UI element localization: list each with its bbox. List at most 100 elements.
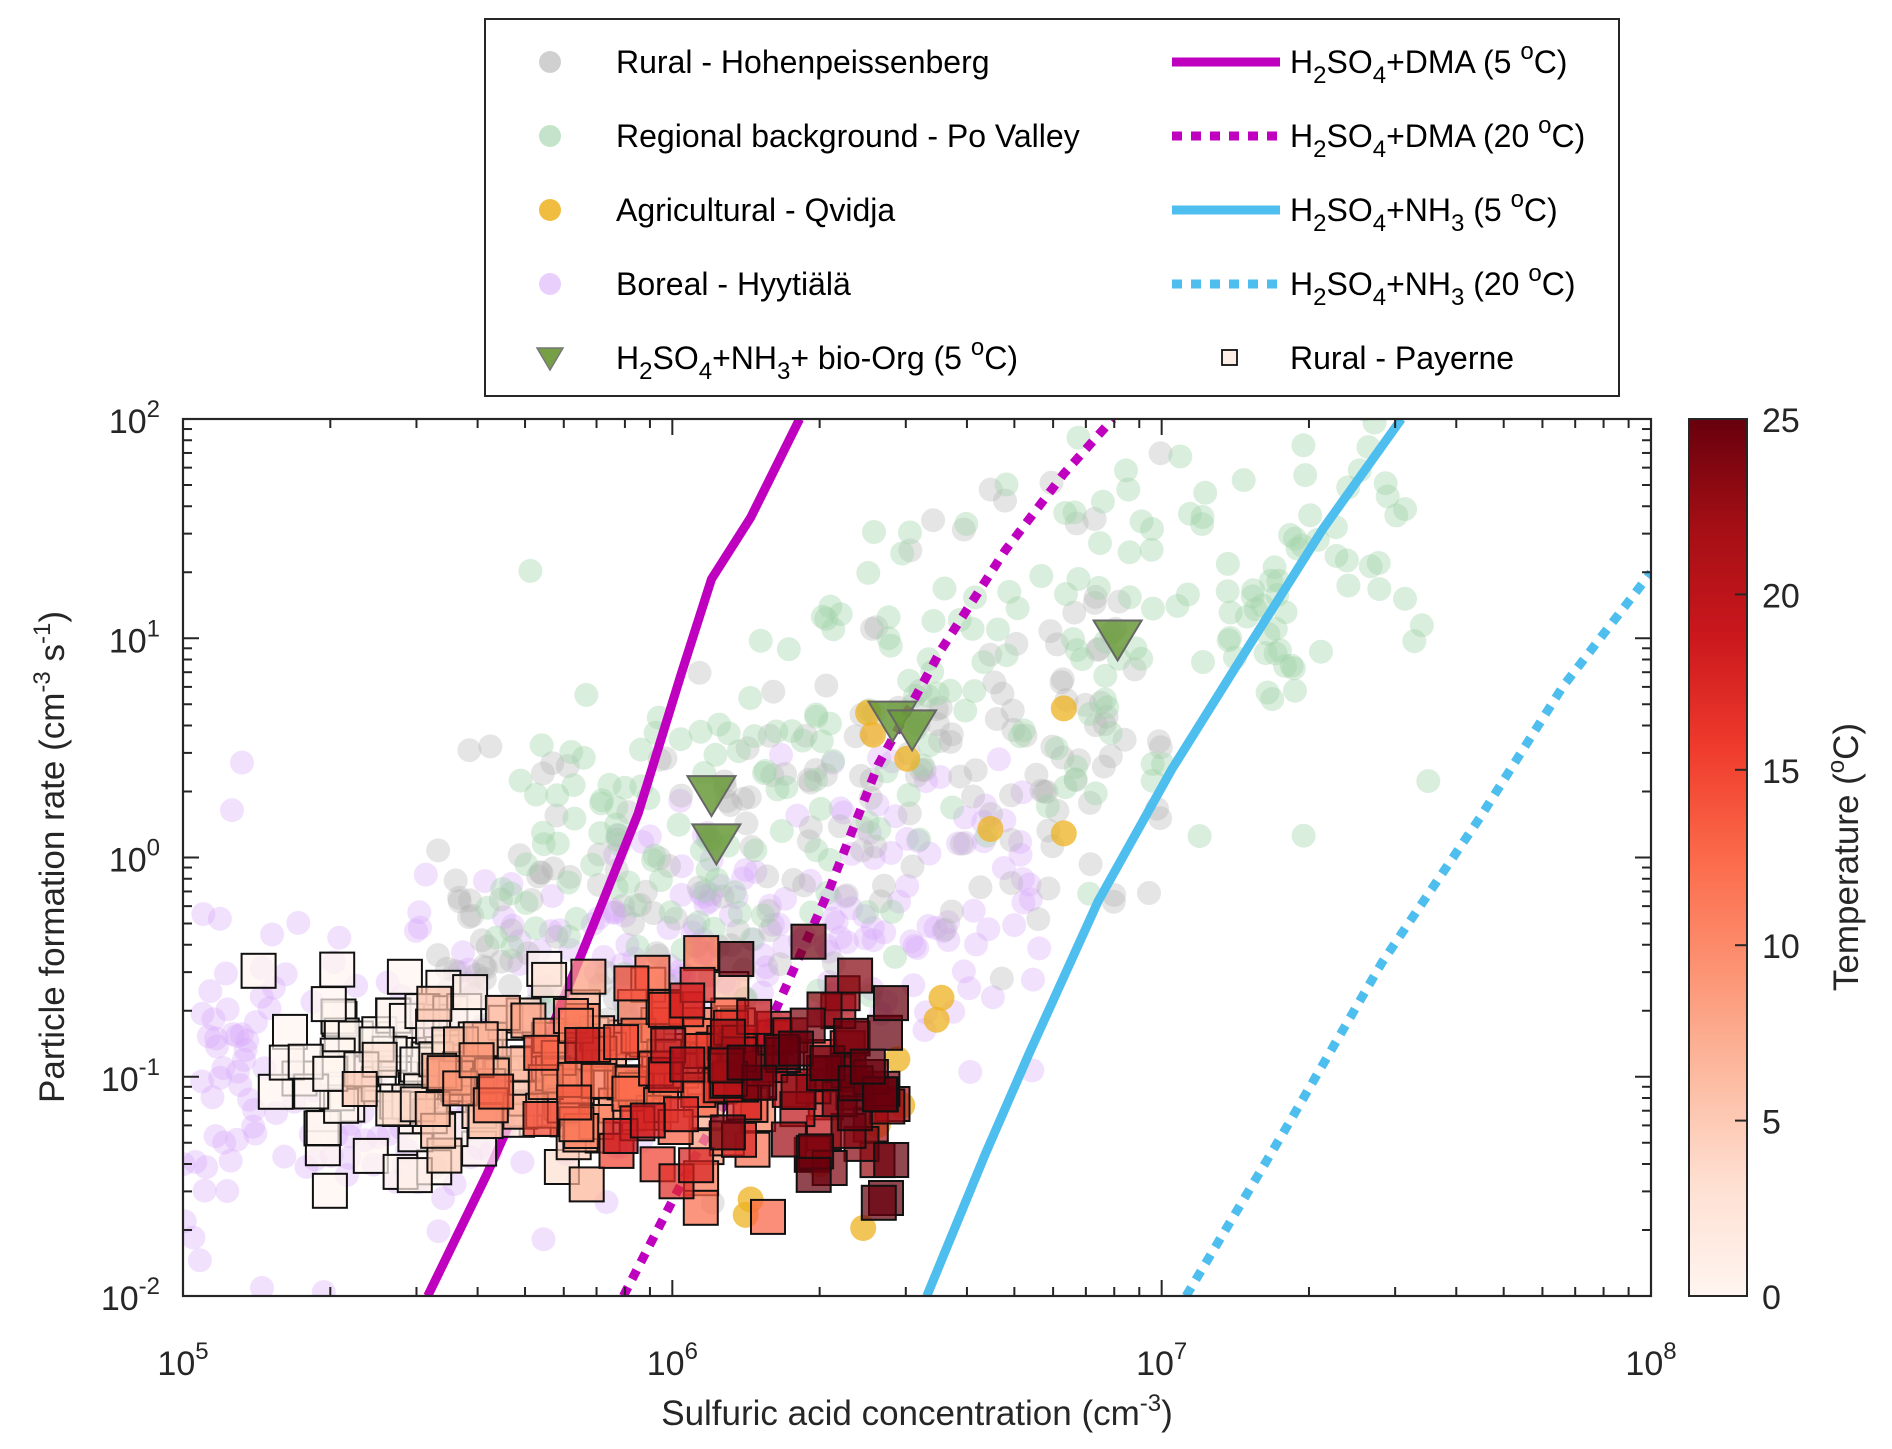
cloud-point-1: [834, 883, 859, 908]
cloud-point-1: [757, 723, 782, 748]
cloud-point-1: [849, 763, 873, 788]
cloud-point-0: [865, 792, 890, 817]
cloud-point-0: [220, 798, 244, 823]
cloud-point-0: [758, 893, 782, 918]
cloud-point-0: [1008, 842, 1033, 867]
cloud-point-1: [938, 729, 963, 754]
cloud-point-0: [860, 915, 885, 940]
cloud-point-1: [528, 860, 553, 885]
cloud-point-0: [899, 929, 924, 954]
bio-org-triangles: [685, 619, 1144, 867]
cloud-point-2: [1384, 503, 1409, 528]
cloud-point-2: [1139, 537, 1164, 562]
cloud-point-1: [897, 801, 922, 826]
cloud-point-1: [1073, 692, 1098, 717]
cloud-point-1: [488, 887, 513, 912]
cloud-point-2: [629, 737, 653, 762]
cloud-point-0: [507, 929, 532, 953]
cloud-point-0: [235, 1028, 260, 1053]
legend-marker-circle: [539, 125, 561, 147]
cloud-point-0: [198, 979, 223, 1004]
cloud-point-2: [1334, 548, 1359, 573]
cloud-point-1: [968, 875, 993, 900]
cloud-point-0: [207, 906, 232, 931]
cloud-point-0: [407, 900, 432, 925]
cloud-point-0: [601, 897, 626, 922]
cloud-point-1: [758, 918, 783, 943]
cloud-point-1: [457, 738, 482, 763]
cloud-point-0: [204, 1026, 229, 1051]
cloud-point-2: [531, 832, 556, 857]
cloud-point-1: [864, 615, 889, 640]
payerne-square: [310, 986, 347, 1023]
cloud-point-2: [559, 740, 584, 764]
cloud-point-2: [1293, 463, 1318, 488]
cloud-point-2: [1309, 639, 1333, 664]
cloud-point-1: [989, 966, 1014, 991]
cloud-point-0: [755, 963, 780, 988]
cloud-point-2: [769, 819, 794, 843]
cloud-point-2: [1324, 543, 1349, 568]
cloud-point-0: [192, 1178, 217, 1203]
cloud-point-2: [531, 820, 555, 845]
cloud-point-0: [1017, 872, 1042, 897]
cloud-point-0: [821, 906, 846, 931]
cloud-point-0: [751, 943, 775, 968]
legend-label: H2SO4+DMA (20 oC): [1290, 112, 1585, 163]
bio-org-triangle: [685, 775, 738, 819]
legend-marker-circle: [539, 273, 561, 295]
cloud-point-0: [225, 1024, 250, 1049]
cloud-point-1: [755, 864, 780, 889]
cloud-point-2: [1291, 433, 1316, 458]
cloud-point-2: [932, 576, 957, 601]
cloud-point-1: [718, 793, 743, 817]
x-tick-label: 107: [1136, 1338, 1187, 1383]
legend-label: H2SO4+NH3 (20 oC): [1290, 260, 1575, 311]
legend-label: H2SO4+NH3 (5 oC): [1290, 186, 1558, 237]
cloud-point-1: [1137, 881, 1161, 905]
cloud-point-0: [183, 1150, 208, 1174]
cloud-point-1: [610, 893, 635, 918]
y-tick-labels: 10-2 10-1 100 101 102: [101, 396, 160, 1318]
cloud-point-1: [540, 751, 565, 776]
cloud-point-0: [887, 889, 911, 914]
payerne-square: [341, 1071, 378, 1107]
cloud-point-1: [587, 842, 612, 867]
cloud-point-1: [900, 854, 925, 879]
cloud-point-0: [1027, 936, 1052, 961]
cloud-point-2: [1298, 503, 1323, 528]
cloud-point-2: [1088, 531, 1112, 556]
cloud-point-1: [1045, 798, 1070, 823]
payerne-square: [860, 1184, 897, 1221]
cloud-point-2: [960, 616, 985, 641]
cloud-point-2: [1187, 824, 1212, 849]
cloud-point-2: [500, 935, 525, 960]
cloud-point-1: [663, 906, 688, 931]
payerne-square: [568, 1166, 605, 1203]
cloud-point-1: [1029, 778, 1054, 803]
cloud-point-1: [498, 974, 523, 998]
cloud-point-2: [1367, 577, 1392, 602]
legend-marker-circle: [539, 199, 561, 221]
cloud-point-0: [895, 826, 920, 851]
cloud-point-1: [768, 952, 792, 977]
cloud-point-1: [634, 879, 658, 904]
cloud-point-1: [474, 955, 498, 980]
cloud-point-1: [544, 924, 569, 949]
legend: Rural - Hohenpeissenberg Regional backgro…: [484, 18, 1620, 397]
cloud-point-2: [580, 852, 605, 877]
cloud-point-2: [1061, 627, 1085, 652]
cloud-point-0: [733, 858, 758, 882]
cloud-point-0: [208, 1065, 233, 1090]
cloud-point-1: [1067, 748, 1091, 773]
payerne-square: [556, 1084, 593, 1121]
cloud-point-2: [1175, 582, 1200, 607]
cloud-point-0: [273, 962, 298, 987]
cloud-point-1: [447, 885, 472, 910]
payerne-square: [795, 1156, 832, 1193]
cloud-point-1: [460, 903, 485, 928]
cloud-point-2: [997, 579, 1022, 604]
cloud-point-0: [1011, 890, 1036, 915]
x-axis-label: Sulfuric acid concentration (cm-3): [661, 1390, 1173, 1433]
cloud-point-2: [1098, 721, 1123, 745]
